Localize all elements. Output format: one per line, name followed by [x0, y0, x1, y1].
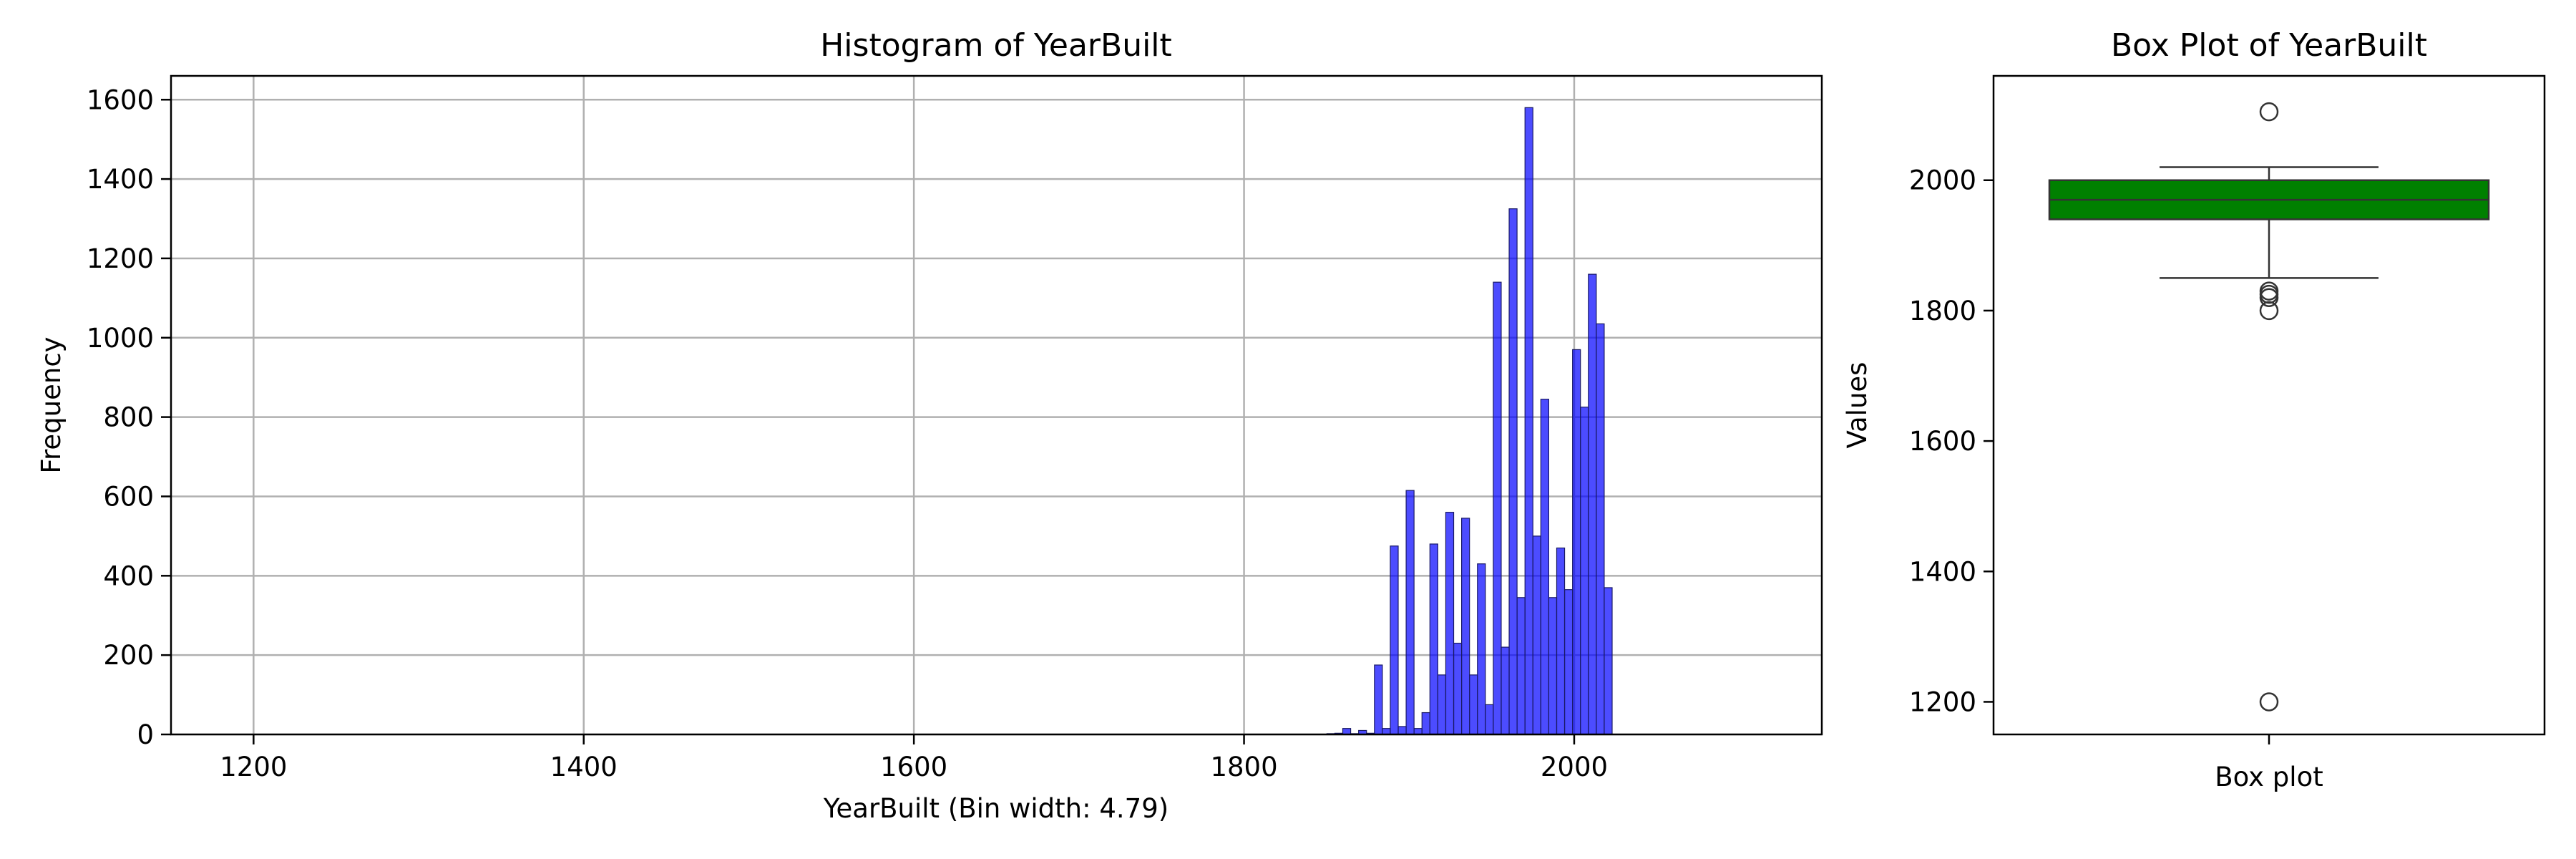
box-plot-outlier — [2259, 102, 2279, 122]
histogram-bar — [1580, 407, 1589, 735]
histogram-bar — [1548, 597, 1558, 735]
histogram-x-label: YearBuilt (Bin width: 4.79) — [823, 793, 1169, 824]
histogram-y-tick-label: 400 — [103, 560, 154, 591]
box-plot-y-tick-label: 1600 — [1909, 426, 1976, 457]
histogram-title: Histogram of YearBuilt — [820, 27, 1172, 64]
histogram-bar — [1563, 589, 1574, 735]
histogram-bar — [1596, 323, 1605, 735]
histogram-bar — [1397, 726, 1407, 735]
histogram-bar — [1524, 107, 1533, 735]
histogram-x-tick-label: 1600 — [880, 752, 947, 782]
histogram-y-label: Frequency — [36, 336, 67, 473]
histogram-bar — [1516, 597, 1526, 735]
histogram-y-tick-label: 0 — [137, 719, 154, 750]
box-plot-y-tick-label: 1800 — [1909, 296, 1976, 326]
box-plot-x-tick-label: Box plot — [2215, 762, 2323, 792]
histogram-x-tick-label: 1200 — [220, 752, 287, 782]
box-plot-outlier — [2259, 288, 2279, 307]
histogram-y-tick-label: 800 — [103, 402, 154, 433]
histogram-bar — [1445, 512, 1455, 735]
histogram-bar — [1508, 208, 1518, 735]
histogram-y-tick-label: 600 — [103, 481, 154, 512]
box-plot-marks — [2048, 102, 2490, 712]
histogram-axes-frame — [170, 74, 1823, 736]
histogram-panel: Histogram of YearBuilt 1200 1400 1600 1800 2… — [36, 27, 1823, 824]
histogram-bar — [1405, 490, 1415, 735]
box-plot-title: Box Plot of YearBuilt — [2111, 27, 2427, 64]
histogram-bar — [1493, 281, 1502, 735]
box-plot-outlier — [2259, 692, 2279, 712]
histogram-bar — [1572, 349, 1581, 735]
histogram-bar — [1469, 674, 1478, 735]
histogram-x-ticks: 1200 1400 1600 1800 2000 — [220, 734, 1608, 782]
histogram-y-tick-label: 1200 — [87, 243, 154, 274]
histogram-bar — [1390, 545, 1399, 735]
histogram-x-tick-label: 1400 — [550, 752, 618, 782]
histogram-x-tick-label: 2000 — [1541, 752, 1608, 782]
histogram-bar — [1588, 273, 1597, 735]
histogram-bar — [1421, 712, 1430, 735]
histogram-bar — [1453, 642, 1463, 735]
box-plot-y-tick-label: 1400 — [1909, 556, 1976, 587]
histogram-y-tick-label: 200 — [103, 640, 154, 671]
histogram-x-tick-label: 1800 — [1210, 752, 1277, 782]
histogram-y-tick-label: 1000 — [87, 323, 154, 354]
histogram-bar — [1485, 704, 1494, 735]
box-plot-panel: Box Plot of YearBuilt 1200 1400 1600 1800 20… — [1842, 27, 2546, 792]
histogram-y-tick-label: 1400 — [87, 164, 154, 195]
box-plot-outlier — [2259, 301, 2279, 321]
box-plot-y-ticks: 1200 1400 1600 1800 2000 — [1909, 165, 1994, 717]
histogram-y-ticks: 0 200 400 600 800 1000 1200 1400 1600 — [87, 84, 171, 750]
histogram-bar — [1374, 664, 1383, 735]
histogram-bar — [1604, 587, 1613, 735]
box-plot-y-tick-label: 2000 — [1909, 165, 1976, 196]
box-plot-y-label: Values — [1842, 362, 1873, 449]
histogram-y-tick-label: 1600 — [87, 84, 154, 115]
histogram-bar — [1556, 547, 1566, 735]
histogram-bar — [1461, 518, 1470, 735]
histogram-bar — [1477, 563, 1486, 735]
histogram-bar — [1532, 535, 1541, 735]
histogram-bar — [1437, 674, 1447, 735]
histogram-bar — [1501, 646, 1510, 735]
histogram-bar — [1540, 399, 1549, 735]
box-plot-y-tick-label: 1200 — [1909, 686, 1976, 717]
histogram-bar — [1429, 543, 1438, 735]
